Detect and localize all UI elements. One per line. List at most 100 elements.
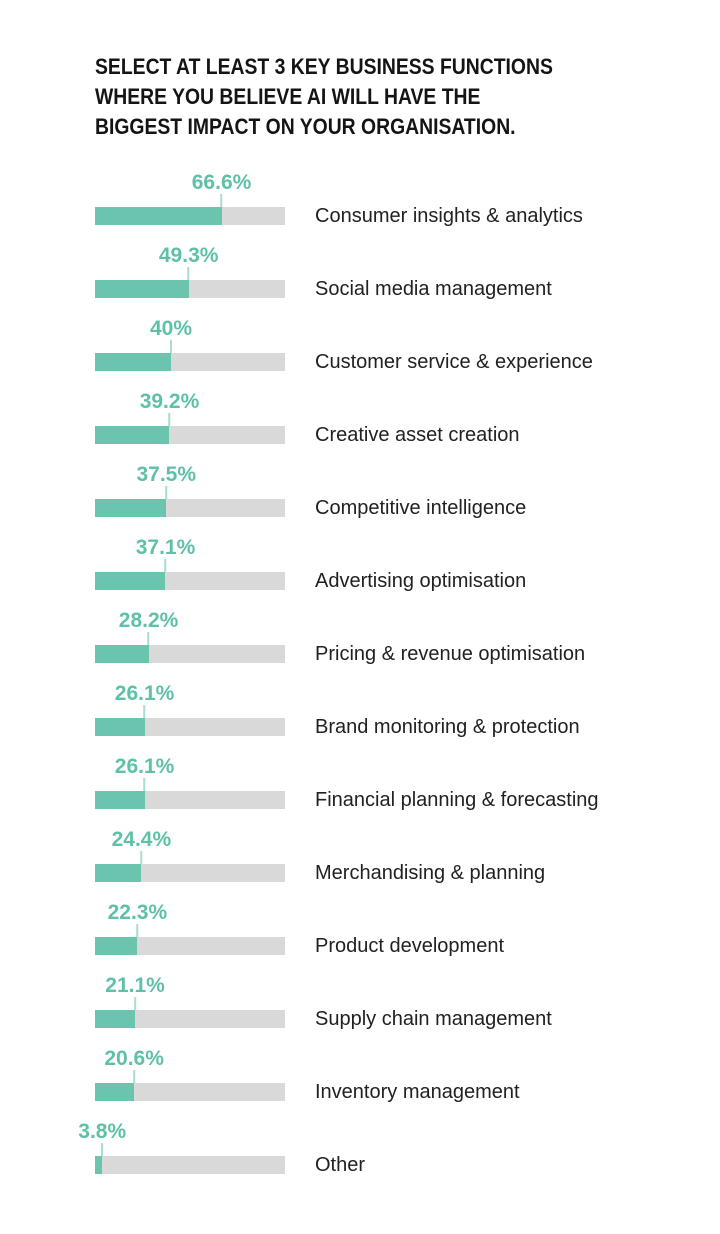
value-tick-line xyxy=(168,413,171,426)
value-label: 24.4% xyxy=(111,828,172,851)
bar-track: 28.2% xyxy=(95,610,285,663)
value-marker: 22.3% xyxy=(107,901,168,937)
value-label: 37.5% xyxy=(136,463,197,486)
bar-track: 37.5% xyxy=(95,464,285,517)
value-marker: 40% xyxy=(150,318,192,353)
value-marker: 37.5% xyxy=(136,464,196,499)
value-label: 26.1% xyxy=(114,755,175,778)
value-label: 26.1% xyxy=(114,682,175,705)
bar-row: 26.1% Brand monitoring & protection xyxy=(0,683,720,756)
value-tick-line xyxy=(136,924,139,937)
value-tick-line xyxy=(133,1070,136,1083)
category-label: Financial planning & forecasting xyxy=(315,789,599,811)
bar-track: 37.1% xyxy=(95,537,285,590)
value-marker: 21.1% xyxy=(105,975,165,1010)
bar-fill xyxy=(95,1083,135,1101)
value-marker: 3.8% xyxy=(78,1121,126,1156)
bar-row: 21.1% Supply chain management xyxy=(0,975,720,1048)
bar-track: 26.1% xyxy=(95,756,285,809)
chart-title-line-2: WHERE YOU BELIEVE AI WILL HAVE THE xyxy=(95,84,481,109)
category-label: Advertising optimisation xyxy=(315,570,527,592)
value-label: 40% xyxy=(149,317,193,340)
category-label: Competitive intelligence xyxy=(315,497,527,519)
value-tick-line xyxy=(220,194,223,207)
bar-fill xyxy=(95,280,189,298)
category-label: Pricing & revenue optimisation xyxy=(315,643,586,665)
value-tick-line xyxy=(147,632,150,645)
value-label: 20.6% xyxy=(104,1047,164,1070)
bar-fill xyxy=(95,937,138,955)
value-marker: 39.2% xyxy=(139,390,200,426)
value-label: 22.3% xyxy=(107,901,168,924)
value-tick-line xyxy=(143,705,146,718)
value-marker: 37.1% xyxy=(135,536,196,572)
bar-track: 66.6% xyxy=(95,172,285,225)
category-label: Brand monitoring & protection xyxy=(315,716,580,738)
bar-fill xyxy=(95,426,170,444)
value-label: 66.6% xyxy=(191,171,252,194)
bar-track: 26.1% xyxy=(95,683,285,736)
bar-row: 37.5% Competitive intelligence xyxy=(0,464,720,537)
bar-fill xyxy=(95,718,145,736)
value-tick-line xyxy=(101,1143,104,1156)
category-label: Social media management xyxy=(315,278,552,300)
bar-fill xyxy=(95,207,222,225)
bar-fill xyxy=(95,499,167,517)
bar-track: 40% xyxy=(95,318,285,371)
bar-track: 21.1% xyxy=(95,975,285,1028)
bar-fill xyxy=(95,1010,136,1028)
value-label: 21.1% xyxy=(105,974,165,997)
bar-fill xyxy=(95,572,166,590)
bar-track: 22.3% xyxy=(95,902,285,955)
bar-row: 37.1% Advertising optimisation xyxy=(0,537,720,610)
bar-track: 24.4% xyxy=(95,829,285,882)
value-marker: 20.6% xyxy=(104,1048,164,1083)
value-tick-line xyxy=(140,851,143,864)
value-label: 28.2% xyxy=(118,609,179,632)
value-tick-line xyxy=(187,267,190,280)
bar-track: 49.3% xyxy=(95,245,285,298)
bar-row: 49.3% Social media management xyxy=(0,245,720,318)
bar-fill xyxy=(95,791,145,809)
bar-row: 40% Customer service & experience xyxy=(0,318,720,391)
value-label: 3.8% xyxy=(78,1120,127,1143)
bar-track: 3.8% xyxy=(78,1121,285,1174)
value-marker: 49.3% xyxy=(158,244,219,280)
value-marker: 66.6% xyxy=(191,171,252,207)
category-label: Product development xyxy=(315,935,505,957)
bar-row: 26.1% Financial planning & forecasting xyxy=(0,756,720,829)
bar-fill xyxy=(95,864,142,882)
category-label: Consumer insights & analytics xyxy=(315,205,583,227)
value-label: 39.2% xyxy=(139,390,200,413)
value-label: 37.1% xyxy=(135,536,196,559)
bar-row: 28.2% Pricing & revenue optimisation xyxy=(0,610,720,683)
value-marker: 24.4% xyxy=(111,828,172,864)
value-label: 49.3% xyxy=(158,244,219,267)
value-marker: 26.1% xyxy=(114,682,175,718)
bar-fill xyxy=(95,645,149,663)
value-tick-line xyxy=(170,340,172,353)
chart-title-line-3: BIGGEST IMPACT ON YOUR ORGANISATION. xyxy=(95,114,516,139)
bar-row: 22.3% Product development xyxy=(0,902,720,975)
value-tick-line xyxy=(143,778,146,791)
category-label: Creative asset creation xyxy=(315,424,520,446)
bar-chart: 66.6% Consumer insights & analytics 49.3… xyxy=(0,172,720,1194)
value-tick-line xyxy=(134,997,137,1010)
category-label: Customer service & experience xyxy=(315,351,593,373)
bar-fill xyxy=(95,1156,103,1174)
category-label: Merchandising & planning xyxy=(315,862,546,884)
value-tick-line xyxy=(164,559,167,572)
chart-title: SELECT AT LEAST 3 KEY BUSINESS FUNCTIONS… xyxy=(95,52,553,142)
value-marker: 26.1% xyxy=(114,755,175,791)
bar-row: 3.8% Other xyxy=(0,1121,720,1194)
bar-track: 20.6% xyxy=(95,1048,285,1101)
bar-row: 39.2% Creative asset creation xyxy=(0,391,720,464)
chart-title-line-1: SELECT AT LEAST 3 KEY BUSINESS FUNCTIONS xyxy=(95,54,553,79)
bar-fill xyxy=(95,353,171,371)
bar-row: 20.6% Inventory management xyxy=(0,1048,720,1121)
bar-row: 66.6% Consumer insights & analytics xyxy=(0,172,720,245)
category-label: Other xyxy=(315,1154,366,1176)
category-label: Supply chain management xyxy=(315,1008,552,1030)
value-marker: 28.2% xyxy=(118,609,179,645)
